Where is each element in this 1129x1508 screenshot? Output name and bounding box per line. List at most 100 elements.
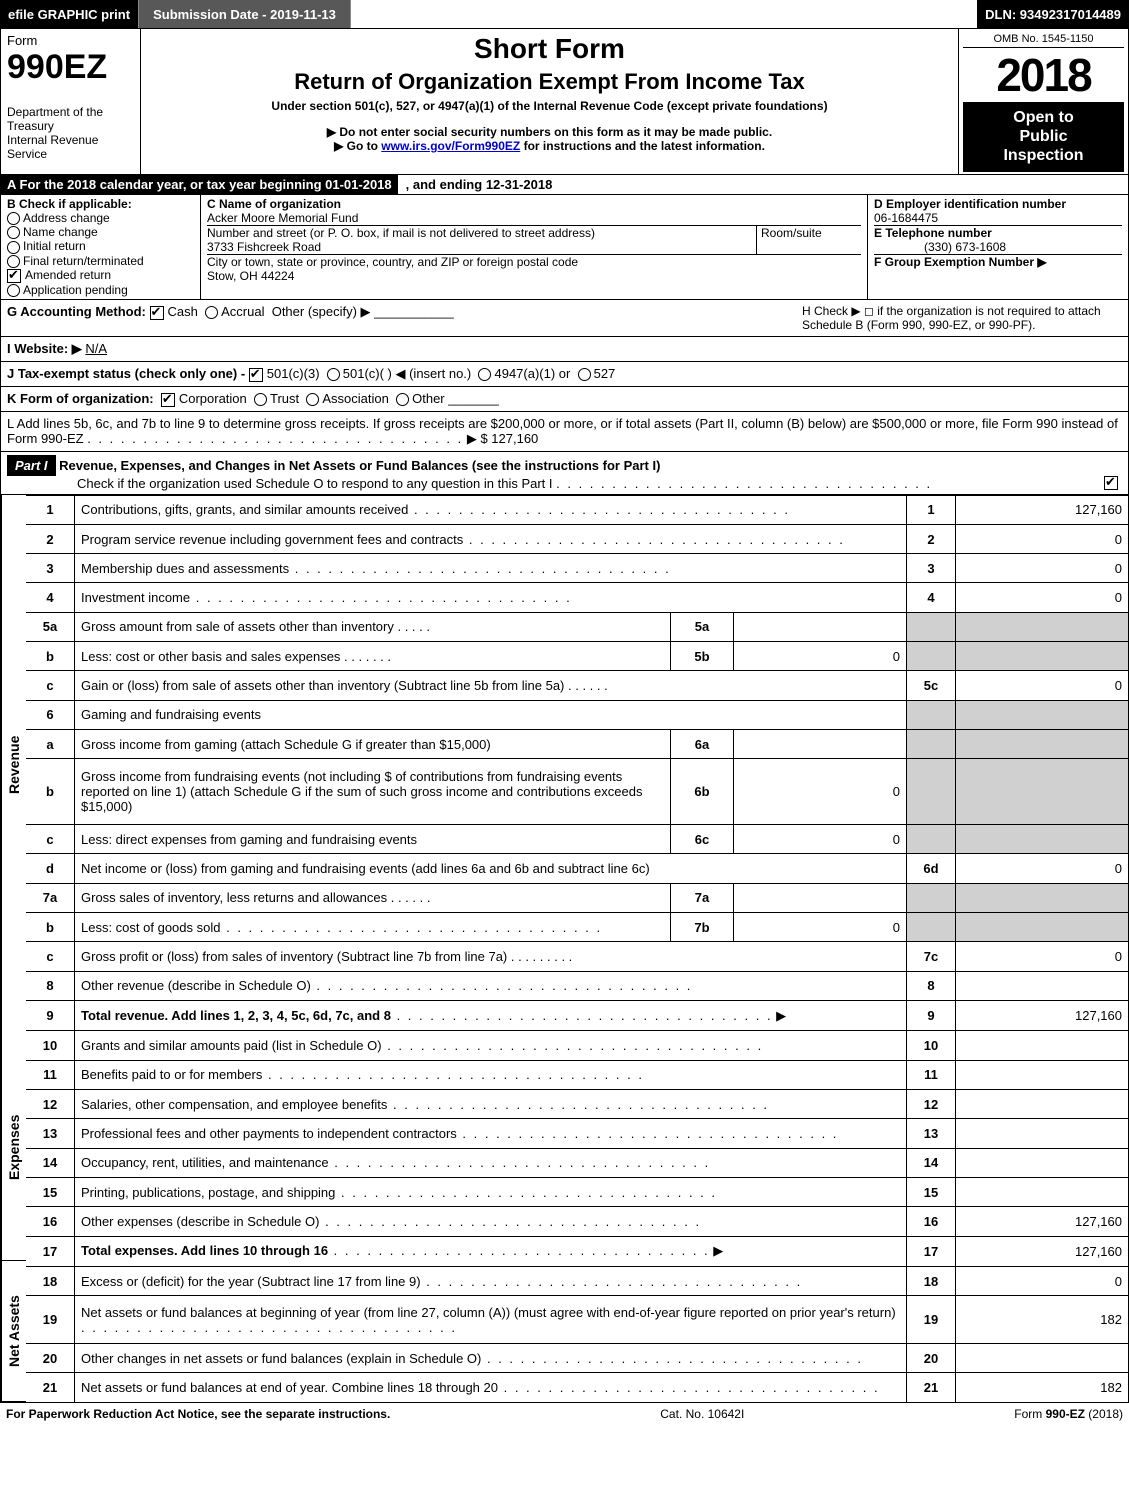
line-19-dots (81, 1320, 457, 1335)
line-6d: d Net income or (loss) from gaming and f… (26, 854, 1128, 883)
line-13-label: Professional fees and other payments to … (81, 1126, 457, 1141)
title-column: Short Form Return of Organization Exempt… (141, 29, 958, 174)
line-4-no: 4 (26, 583, 75, 612)
g-cash-check[interactable] (150, 306, 164, 320)
line-19-num: 19 (907, 1296, 956, 1344)
j-row: J Tax-exempt status (check only one) - 5… (1, 362, 1128, 387)
open-line3: Inspection (1003, 147, 1083, 164)
line-6b-no: b (26, 759, 75, 825)
line-6b: b Gross income from fundraising events (… (26, 759, 1128, 825)
j-501c-radio[interactable] (327, 368, 340, 381)
b-title: B Check if applicable: (7, 197, 194, 211)
goto-prefix: ▶ Go to (334, 139, 381, 153)
line-6a-no: a (26, 729, 75, 758)
line-7a: 7a Gross sales of inventory, less return… (26, 883, 1128, 912)
k-trust-radio[interactable] (254, 393, 267, 406)
line-10: 10 Grants and similar amounts paid (list… (26, 1031, 1128, 1060)
bcd-block: B Check if applicable: Address change Na… (1, 195, 1128, 300)
b-label-4: Amended return (25, 268, 111, 282)
line-7b-no: b (26, 913, 75, 942)
line-1-val: 127,160 (956, 495, 1129, 524)
f-label: F Group Exemption Number ▶ (874, 255, 1047, 269)
line-18-val: 0 (956, 1267, 1129, 1296)
line-7a-subval (734, 883, 907, 912)
omb: OMB No. 1545-1150 (963, 31, 1124, 48)
j-4947-radio[interactable] (478, 368, 491, 381)
line-10-dots (382, 1038, 764, 1053)
open-line2: Public (1019, 128, 1067, 145)
line-13-no: 13 (26, 1119, 75, 1148)
line-8-val (956, 971, 1129, 1000)
line-19: 19 Net assets or fund balances at beginn… (26, 1296, 1128, 1344)
line-1: 1 Contributions, gifts, grants, and simi… (26, 495, 1128, 524)
b-item-2[interactable]: Initial return (7, 239, 194, 253)
header-row: Form 990EZ Department of the Treasury In… (1, 29, 1128, 175)
line-9-num: 9 (907, 1000, 956, 1031)
line-5a: 5a Gross amount from sale of assets othe… (26, 612, 1128, 641)
line-6c-no: c (26, 825, 75, 854)
line-20-label: Other changes in net assets or fund bala… (81, 1351, 481, 1366)
b-item-3[interactable]: Final return/terminated (7, 254, 194, 268)
b-item-4[interactable]: Amended return (7, 268, 194, 283)
line-8: 8 Other revenue (describe in Schedule O)… (26, 971, 1128, 1000)
line-6a-subval (734, 729, 907, 758)
org-name: Acker Moore Memorial Fund (207, 211, 861, 225)
j-501c: 501(c)( ) ◀ (insert no.) (343, 366, 471, 381)
g-accrual-radio[interactable] (205, 306, 218, 319)
line-6b-label: Gross income from fundraising events (no… (81, 769, 642, 814)
k-other-radio[interactable] (396, 393, 409, 406)
line-6b-sub: 6b (671, 759, 734, 825)
line-17-dots (328, 1243, 710, 1258)
line-19-no: 19 (26, 1296, 75, 1344)
line-4-dots (190, 590, 572, 605)
form-number: 990EZ (7, 48, 134, 87)
line-14-val (956, 1148, 1129, 1177)
c-addr-row: Number and street (or P. O. box, if mail… (207, 225, 861, 254)
goto-link[interactable]: www.irs.gov/Form990EZ (381, 139, 520, 153)
line-20-num: 20 (907, 1343, 956, 1372)
footer-right: Form 990-EZ (2018) (1014, 1407, 1123, 1421)
k-corp-check[interactable] (161, 393, 175, 407)
part1-check[interactable] (1104, 476, 1118, 490)
dln: DLN: 93492317014489 (977, 0, 1129, 28)
line-3-label: Membership dues and assessments (81, 561, 289, 576)
goto-tail: for instructions and the latest informat… (524, 139, 765, 153)
line-13-val (956, 1119, 1129, 1148)
line-4-num: 4 (907, 583, 956, 612)
line-6a-sub: 6a (671, 729, 734, 758)
line-9-label: Total revenue. Add lines 1, 2, 3, 4, 5c,… (81, 1008, 391, 1023)
line-14-dots (329, 1155, 711, 1170)
line-17-val: 127,160 (956, 1236, 1129, 1267)
j-label: J Tax-exempt status (check only one) - (7, 366, 249, 381)
line-6c-subval: 0 (734, 825, 907, 854)
line-5a-label: Gross amount from sale of assets other t… (81, 619, 394, 634)
line-2-num: 2 (907, 524, 956, 553)
b-label-0: Address change (23, 211, 110, 225)
line-5c-num: 5c (907, 671, 956, 700)
gh-row: G Accounting Method: Cash Accrual Other … (1, 300, 1128, 337)
line-5b: b Less: cost or other basis and sales ex… (26, 642, 1128, 671)
k-label: K Form of organization: (7, 391, 154, 406)
k-assoc-radio[interactable] (306, 393, 319, 406)
line-7b-subval: 0 (734, 913, 907, 942)
line-20-val (956, 1343, 1129, 1372)
dept-irs: Internal Revenue Service (7, 133, 134, 161)
line-7b-label: Less: cost of goods sold (81, 920, 220, 935)
i-row: I Website: ▶ N/A (1, 337, 1128, 362)
line-5b-no: b (26, 642, 75, 671)
line-6c-label: Less: direct expenses from gaming and fu… (81, 832, 417, 847)
b-item-5[interactable]: Application pending (7, 283, 194, 297)
line-3-val: 0 (956, 554, 1129, 583)
d-label-text: D Employer identification number (874, 197, 1066, 211)
efile-print[interactable]: efile GRAPHIC print (0, 0, 138, 28)
line-21-val: 182 (956, 1373, 1129, 1402)
j-527-radio[interactable] (578, 368, 591, 381)
b-item-1[interactable]: Name change (7, 225, 194, 239)
j-501c3-check[interactable] (249, 368, 263, 382)
b-item-0[interactable]: Address change (7, 211, 194, 225)
line-16-val: 127,160 (956, 1207, 1129, 1236)
l-row: L Add lines 5b, 6c, and 7b to line 9 to … (1, 412, 1128, 452)
k-trust: Trust (270, 391, 299, 406)
line-3-no: 3 (26, 554, 75, 583)
line-a: A For the 2018 calendar year, or tax yea… (1, 175, 1128, 195)
